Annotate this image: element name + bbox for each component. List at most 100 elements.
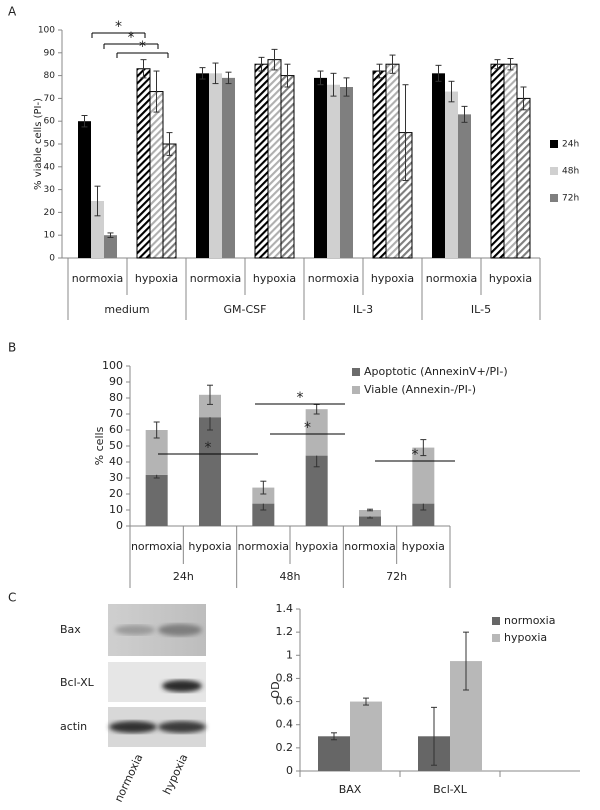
x-tick-label: normoxia: [131, 540, 182, 553]
error-bar: [153, 70, 160, 113]
blot-row-label: Bcl-XL: [60, 676, 95, 689]
y-axis-label: OD: [269, 681, 282, 698]
legend-swatch: [492, 617, 500, 625]
panel-label: A: [8, 5, 17, 19]
bar: [136, 68, 151, 259]
bar: [372, 70, 387, 259]
bar: [458, 114, 471, 258]
error-bar: [166, 132, 173, 156]
bar: [149, 91, 164, 259]
y-tick-label: 20: [44, 208, 56, 218]
error-bar: [225, 71, 232, 85]
y-tick-label: 0: [286, 764, 293, 777]
legend-label: 24h: [562, 140, 579, 150]
x-tick-label: hypoxia: [371, 272, 414, 285]
y-tick-label: 0.2: [276, 741, 294, 754]
legend-swatch: [550, 194, 558, 202]
y-tick-label: 70: [109, 407, 123, 420]
x-tick-label: hypoxia: [253, 272, 296, 285]
x-tick-label: normoxia: [344, 540, 395, 553]
x-tick-label: hypoxia: [402, 540, 445, 553]
y-tick-label: 50: [109, 439, 123, 452]
legend-label: Apoptotic (AnnexinV+/PI-): [364, 365, 508, 378]
x-tick-label: normoxia: [72, 272, 123, 285]
bar: [412, 503, 435, 526]
bar: [162, 143, 177, 259]
error-bar: [448, 80, 455, 103]
bar: [318, 736, 350, 771]
error-bar: [81, 115, 88, 128]
bar: [359, 510, 381, 517]
group-label: IL-3: [353, 303, 373, 316]
bar: [199, 394, 221, 418]
y-tick-label: 90: [44, 48, 56, 58]
bar: [432, 73, 445, 258]
y-tick-label: 0: [49, 254, 55, 264]
legend-swatch: [352, 386, 360, 394]
error-bar: [363, 697, 369, 706]
error-bar: [284, 63, 291, 88]
x-tick-label: normoxia: [426, 272, 477, 285]
error-bar: [199, 67, 206, 80]
y-tick-label: 20: [109, 487, 123, 500]
y-tick-label: 100: [102, 359, 123, 372]
blot-band: [158, 624, 202, 636]
bar: [199, 417, 221, 526]
bar: [340, 87, 353, 258]
error-bar: [367, 508, 373, 512]
y-tick-label: 30: [109, 471, 123, 484]
group-label: IL-5: [471, 303, 491, 316]
error-bar: [463, 631, 469, 691]
bar: [254, 63, 269, 259]
bar: [516, 97, 531, 259]
bar: [78, 121, 91, 258]
error-bar: [330, 72, 337, 97]
y-tick-label: 0.4: [276, 718, 294, 731]
blot-band: [158, 721, 206, 733]
legend-swatch: [492, 634, 500, 642]
y-tick-label: 80: [109, 391, 123, 404]
bar: [145, 474, 168, 526]
x-tick-label: Bcl-XL: [433, 783, 468, 796]
legend-swatch: [550, 140, 558, 148]
y-tick-label: 80: [44, 71, 56, 81]
legend-swatch: [550, 167, 558, 175]
bar: [385, 63, 400, 259]
y-tick-label: 60: [109, 423, 123, 436]
y-tick-label: 50: [44, 140, 56, 150]
y-tick-label: 90: [109, 375, 123, 388]
x-tick-label: hypoxia: [135, 272, 178, 285]
error-bar: [207, 384, 213, 405]
bar: [314, 77, 327, 258]
blot-lane-label: normoxia: [112, 752, 146, 804]
y-tick-label: 10: [44, 231, 56, 241]
bar: [209, 73, 222, 258]
significance-label: *: [297, 390, 304, 406]
y-tick-label: 1.4: [276, 602, 294, 615]
x-tick-label: BAX: [339, 783, 362, 796]
legend-label: 48h: [562, 167, 579, 177]
group-label: 24h: [173, 570, 194, 583]
legend-label: 72h: [562, 194, 579, 204]
error-bar: [507, 58, 514, 71]
significance-label: *: [139, 39, 146, 55]
error-bar: [389, 54, 396, 74]
significance-label: *: [412, 447, 419, 463]
y-tick-label: 40: [44, 162, 56, 172]
bar: [305, 409, 328, 456]
group-label: 48h: [280, 570, 301, 583]
y-tick-label: 60: [44, 117, 56, 127]
bar: [327, 84, 340, 258]
x-tick-label: hypoxia: [489, 272, 532, 285]
legend-label: Viable (Annexin-/PI-): [364, 383, 476, 396]
error-bar: [258, 56, 265, 72]
significance-label: *: [205, 440, 212, 456]
x-tick-label: normoxia: [238, 540, 289, 553]
bar: [350, 701, 382, 771]
bar: [305, 455, 328, 526]
group-label: GM-CSF: [224, 303, 267, 316]
bar: [445, 91, 458, 258]
x-tick-label: normoxia: [308, 272, 359, 285]
y-tick-label: 0.8: [276, 671, 294, 684]
